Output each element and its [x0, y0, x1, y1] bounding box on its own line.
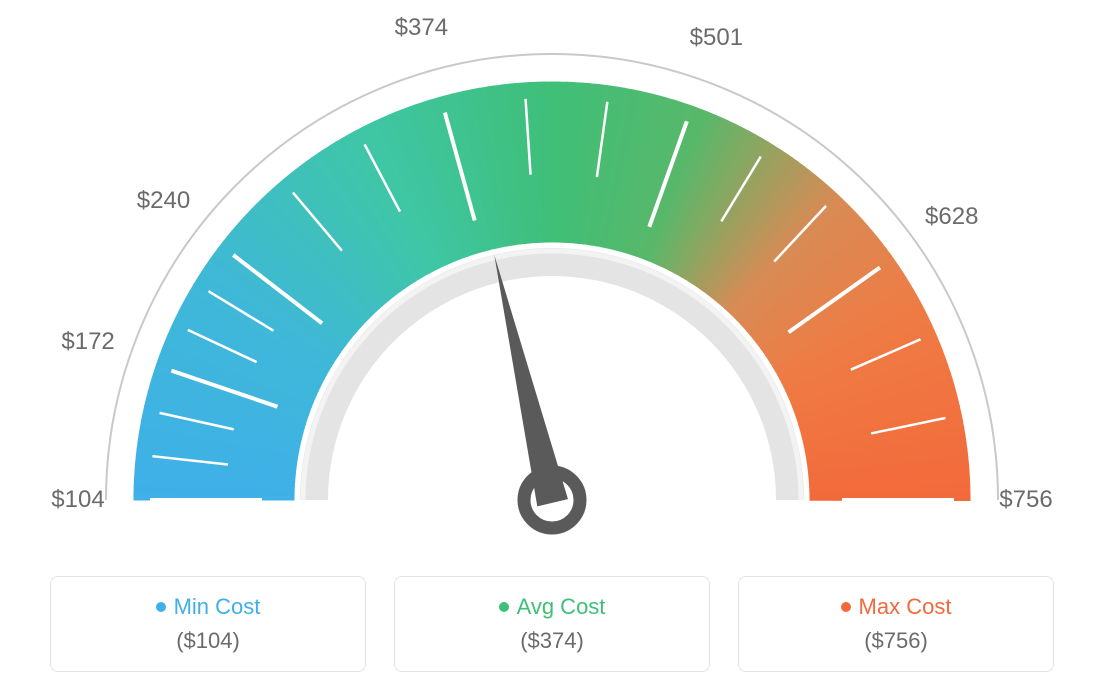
legend-text: Avg Cost [517, 594, 606, 620]
legend-card-min: Min Cost ($104) [50, 576, 366, 672]
legend-value-min: ($104) [176, 628, 240, 654]
gauge-chart: $104 $172 $240 $374 $501 $628 $756 [0, 0, 1104, 560]
legend-value-avg: ($374) [520, 628, 584, 654]
dot-icon [499, 602, 509, 612]
legend-label-max: Max Cost [841, 594, 952, 620]
legend-label-avg: Avg Cost [499, 594, 606, 620]
gauge-tick-label: $240 [137, 187, 190, 215]
legend-text: Min Cost [174, 594, 261, 620]
dot-icon [156, 602, 166, 612]
gauge-tick-label: $756 [999, 486, 1052, 514]
gauge-tick-label: $172 [61, 328, 114, 356]
gauge-tick-label: $374 [395, 14, 448, 42]
legend-value-max: ($756) [864, 628, 928, 654]
gauge-tick-label: $501 [690, 24, 743, 52]
legend-card-avg: Avg Cost ($374) [394, 576, 710, 672]
dot-icon [841, 602, 851, 612]
legend-text: Max Cost [859, 594, 952, 620]
gauge-tick-label: $104 [51, 486, 104, 514]
gauge-svg [0, 0, 1104, 560]
legend-row: Min Cost ($104) Avg Cost ($374) Max Cost… [0, 576, 1104, 672]
legend-card-max: Max Cost ($756) [738, 576, 1054, 672]
legend-label-min: Min Cost [156, 594, 261, 620]
gauge-tick-label: $628 [925, 203, 978, 231]
